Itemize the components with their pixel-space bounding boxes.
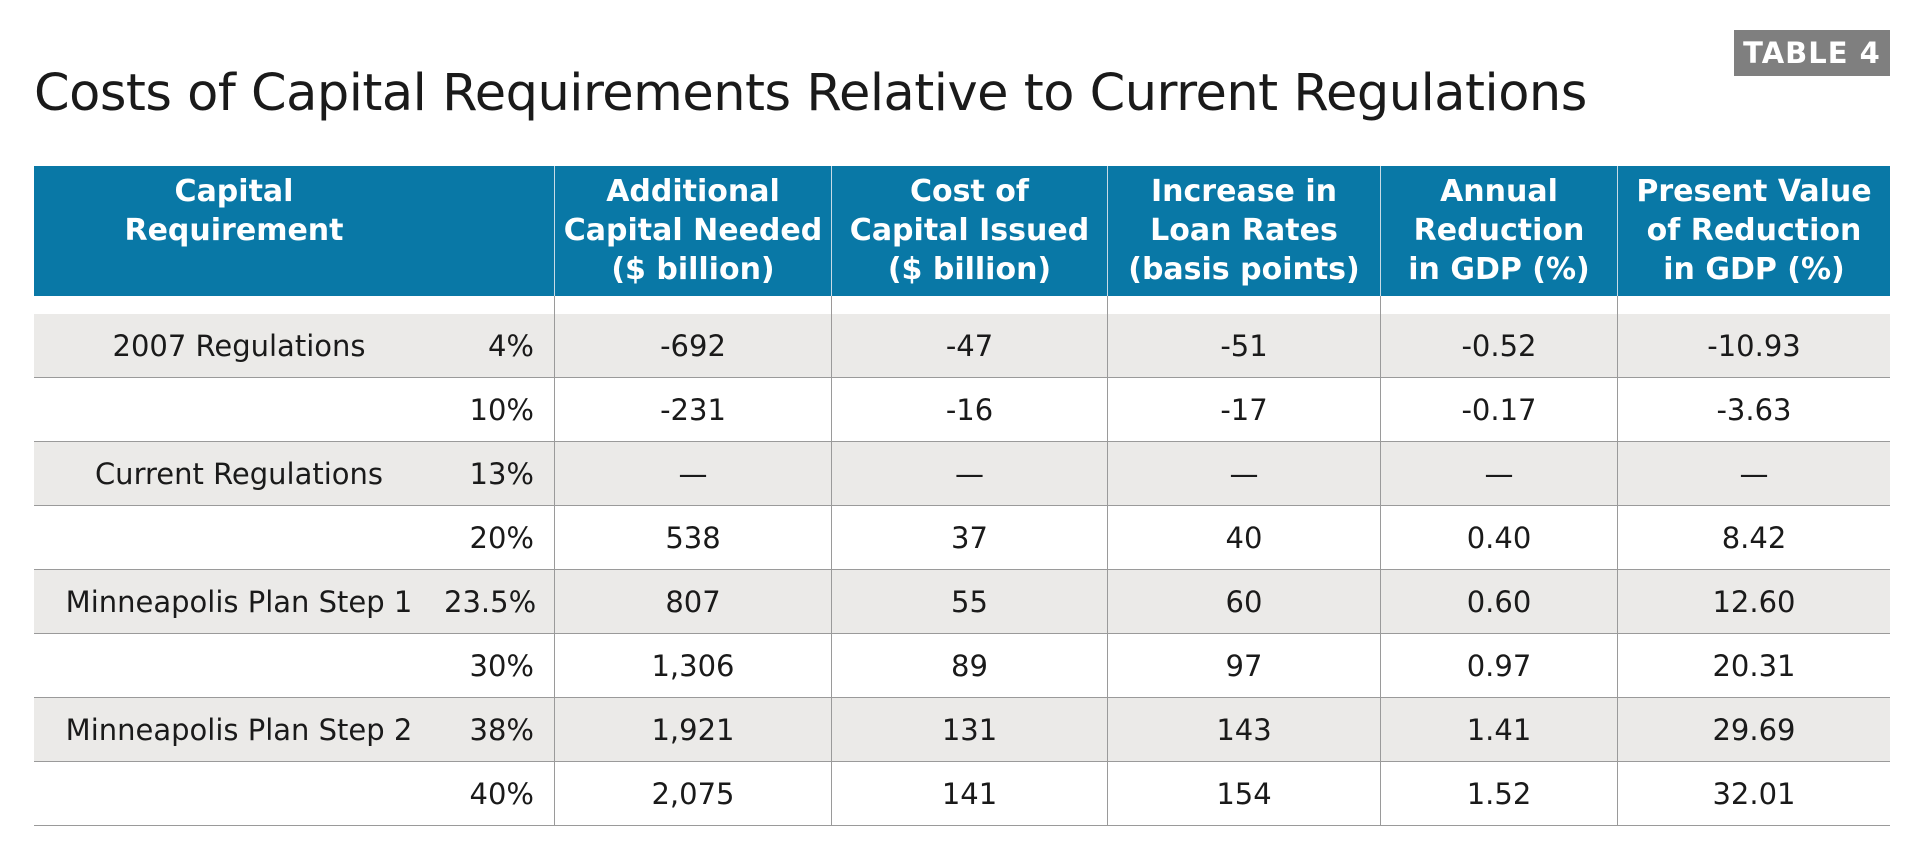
present-value-cell: 12.60 xyxy=(1617,570,1890,633)
page-title: Costs of Capital Requirements Relative t… xyxy=(34,64,1587,123)
cost-of-capital-cell: 55 xyxy=(831,570,1107,633)
loan-rate-cell: -17 xyxy=(1107,378,1380,441)
table-row: 10% -231 -16 -17 -0.17 -3.63 xyxy=(34,378,1890,442)
additional-capital-cell: 1,921 xyxy=(554,698,831,761)
table-header: Capital Requirement Additional Capital N… xyxy=(34,166,1890,296)
requirement-percent: 38% xyxy=(469,712,534,747)
additional-capital-cell: 807 xyxy=(554,570,831,633)
requirement-cell: Minneapolis Plan Step 1 23.5% xyxy=(34,570,554,633)
present-value-cell: 29.69 xyxy=(1617,698,1890,761)
cost-of-capital-cell: -16 xyxy=(831,378,1107,441)
annual-reduction-cell: 0.40 xyxy=(1380,506,1617,569)
loan-rate-cell: 97 xyxy=(1107,634,1380,697)
present-value-cell: 20.31 xyxy=(1617,634,1890,697)
annual-reduction-cell: 1.52 xyxy=(1380,762,1617,825)
table-row: Minneapolis Plan Step 2 38% 1,921 131 14… xyxy=(34,698,1890,762)
annual-reduction-cell: 0.60 xyxy=(1380,570,1617,633)
requirement-cell: 2007 Regulations 4% xyxy=(34,314,554,377)
column-header-additional-capital: Additional Capital Needed ($ billion) xyxy=(554,166,831,296)
annual-reduction-cell: -0.17 xyxy=(1380,378,1617,441)
requirement-percent: 13% xyxy=(469,456,534,491)
requirement-label: Current Regulations xyxy=(94,456,384,491)
cost-of-capital-cell: -47 xyxy=(831,314,1107,377)
table-row: Minneapolis Plan Step 1 23.5% 807 55 60 … xyxy=(34,570,1890,634)
annual-reduction-cell: 1.41 xyxy=(1380,698,1617,761)
column-header-cost-of-capital: Cost of Capital Issued ($ billion) xyxy=(831,166,1107,296)
table-row: 40% 2,075 141 154 1.52 32.01 xyxy=(34,762,1890,826)
requirement-percent: 4% xyxy=(487,328,534,363)
table-row: 20% 538 37 40 0.40 8.42 xyxy=(34,506,1890,570)
requirement-label: 2007 Regulations xyxy=(112,328,366,363)
loan-rate-cell: — xyxy=(1107,442,1380,505)
requirement-percent: 23.5% xyxy=(444,584,537,619)
cost-of-capital-cell: 141 xyxy=(831,762,1107,825)
additional-capital-cell: 2,075 xyxy=(554,762,831,825)
additional-capital-cell: 538 xyxy=(554,506,831,569)
requirement-cell: 10% xyxy=(34,378,554,441)
loan-rate-cell: 154 xyxy=(1107,762,1380,825)
column-header-annual-reduction: Annual Reduction in GDP (%) xyxy=(1380,166,1617,296)
table-number-badge: TABLE 4 xyxy=(1734,30,1890,76)
requirement-cell: 20% xyxy=(34,506,554,569)
loan-rate-cell: -51 xyxy=(1107,314,1380,377)
header-spacer xyxy=(34,296,1890,314)
data-table: Capital Requirement Additional Capital N… xyxy=(34,166,1890,826)
table-row: 2007 Regulations 4% -692 -47 -51 -0.52 -… xyxy=(34,314,1890,378)
cost-of-capital-cell: — xyxy=(831,442,1107,505)
annual-reduction-cell: — xyxy=(1380,442,1617,505)
loan-rate-cell: 40 xyxy=(1107,506,1380,569)
additional-capital-cell: 1,306 xyxy=(554,634,831,697)
present-value-cell: 32.01 xyxy=(1617,762,1890,825)
table-row: Current Regulations 13% — — — — — xyxy=(34,442,1890,506)
annual-reduction-cell: 0.97 xyxy=(1380,634,1617,697)
requirement-cell: 40% xyxy=(34,762,554,825)
cost-of-capital-cell: 89 xyxy=(831,634,1107,697)
requirement-percent: 30% xyxy=(469,648,534,683)
additional-capital-cell: — xyxy=(554,442,831,505)
present-value-cell: — xyxy=(1617,442,1890,505)
requirement-percent: 10% xyxy=(469,392,534,427)
loan-rate-cell: 60 xyxy=(1107,570,1380,633)
present-value-cell: -10.93 xyxy=(1617,314,1890,377)
requirement-cell: Current Regulations 13% xyxy=(34,442,554,505)
requirement-percent: 20% xyxy=(469,520,534,555)
table-row: 30% 1,306 89 97 0.97 20.31 xyxy=(34,634,1890,698)
requirement-label: Minneapolis Plan Step 2 xyxy=(65,712,413,747)
present-value-cell: 8.42 xyxy=(1617,506,1890,569)
additional-capital-cell: -692 xyxy=(554,314,831,377)
cost-of-capital-cell: 37 xyxy=(831,506,1107,569)
requirement-percent: 40% xyxy=(469,776,534,811)
loan-rate-cell: 143 xyxy=(1107,698,1380,761)
column-header-present-value: Present Value of Reduction in GDP (%) xyxy=(1617,166,1890,296)
requirement-cell: 30% xyxy=(34,634,554,697)
additional-capital-cell: -231 xyxy=(554,378,831,441)
present-value-cell: -3.63 xyxy=(1617,378,1890,441)
annual-reduction-cell: -0.52 xyxy=(1380,314,1617,377)
requirement-label: Minneapolis Plan Step 1 xyxy=(65,584,413,619)
column-header-capital-requirement: Capital Requirement xyxy=(124,174,344,248)
cost-of-capital-cell: 131 xyxy=(831,698,1107,761)
column-header-loan-rates: Increase in Loan Rates (basis points) xyxy=(1107,166,1380,296)
requirement-cell: Minneapolis Plan Step 2 38% xyxy=(34,698,554,761)
